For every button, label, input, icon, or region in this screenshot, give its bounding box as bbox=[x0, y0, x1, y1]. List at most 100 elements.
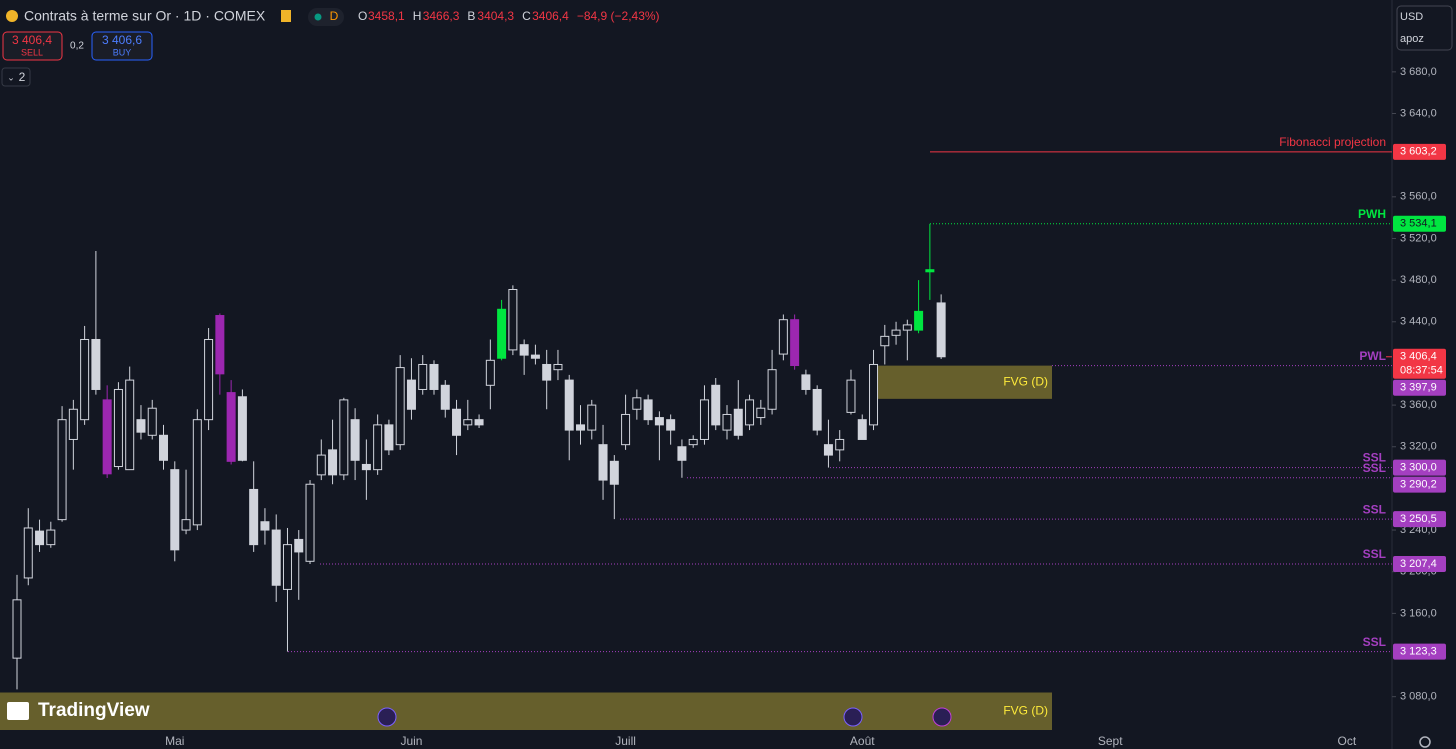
candle-body bbox=[395, 367, 405, 446]
ohlc-value: 3458,1 bbox=[368, 9, 405, 23]
symbol-icon bbox=[6, 10, 18, 22]
candle-body bbox=[508, 289, 518, 351]
candle-body bbox=[519, 344, 529, 356]
level-name: SSL bbox=[1363, 547, 1386, 561]
x-tick-label: Juill bbox=[615, 734, 636, 748]
candle-body bbox=[823, 444, 833, 456]
candle-body bbox=[530, 354, 540, 359]
candle-body bbox=[722, 413, 732, 431]
candle-body bbox=[440, 384, 450, 410]
candle-body bbox=[654, 417, 664, 426]
candle-body bbox=[621, 413, 631, 446]
candle-body bbox=[282, 544, 292, 590]
candle-body bbox=[925, 269, 935, 273]
candle-body bbox=[587, 404, 597, 431]
candle-body bbox=[102, 399, 112, 475]
x-tick-label: Oct bbox=[1338, 734, 1357, 748]
level-label: 3 207,4 bbox=[1400, 558, 1437, 570]
settings-icon[interactable] bbox=[1419, 736, 1431, 748]
ohlc-value: 3406,4 bbox=[532, 9, 569, 23]
candle-body bbox=[812, 388, 822, 431]
candle-body bbox=[902, 324, 912, 331]
candle-body bbox=[418, 363, 428, 390]
candle-body bbox=[745, 399, 755, 426]
candle-body bbox=[237, 396, 247, 461]
event-icon[interactable] bbox=[932, 707, 952, 727]
flag-icon bbox=[281, 10, 291, 22]
candle-body bbox=[147, 407, 157, 436]
candle-body bbox=[249, 488, 259, 546]
candle-body bbox=[46, 529, 56, 546]
candle-body bbox=[170, 469, 180, 551]
candle-body bbox=[23, 527, 33, 579]
y-tick-label: 3 560,0 bbox=[1400, 191, 1437, 203]
candle-body bbox=[316, 454, 326, 476]
level-box bbox=[1393, 459, 1446, 476]
x-tick-label: Juin bbox=[400, 734, 422, 748]
level-name: PWL bbox=[1359, 349, 1386, 363]
countdown: 08:37:54 bbox=[1400, 365, 1443, 377]
ohlc-key: H bbox=[413, 9, 422, 23]
level-name: PWH bbox=[1358, 207, 1386, 221]
candle-body bbox=[891, 329, 901, 336]
level-box bbox=[1393, 511, 1446, 528]
y-tick-label: 3 160,0 bbox=[1400, 607, 1437, 619]
candle-body bbox=[373, 424, 383, 471]
buy-button[interactable] bbox=[91, 31, 153, 61]
candle-body bbox=[711, 384, 721, 426]
candle-body bbox=[699, 399, 709, 440]
sell-button[interactable] bbox=[2, 31, 63, 61]
status-dot bbox=[314, 13, 322, 21]
y-tick-label: 3 320,0 bbox=[1400, 441, 1437, 453]
candle-body bbox=[384, 424, 394, 451]
level-name: SSL bbox=[1363, 502, 1386, 516]
x-tick-label: Août bbox=[850, 734, 875, 748]
y-tick-label: 3 520,0 bbox=[1400, 232, 1437, 244]
candle-body bbox=[350, 419, 360, 461]
price-box bbox=[1393, 348, 1446, 379]
level-label: 3 534,1 bbox=[1400, 218, 1437, 230]
currency-box[interactable] bbox=[1396, 5, 1453, 51]
candle-body bbox=[576, 424, 585, 431]
candle-body bbox=[914, 310, 924, 331]
status-pill bbox=[308, 8, 344, 26]
candle-body bbox=[91, 338, 101, 390]
ohlc-key: O bbox=[358, 9, 367, 23]
candle-body bbox=[452, 408, 462, 436]
y-tick-label: 3 080,0 bbox=[1400, 691, 1437, 703]
sell-label: SELL bbox=[21, 47, 43, 57]
level-name: SSL bbox=[1363, 461, 1386, 475]
level-label: 3 290,2 bbox=[1400, 478, 1437, 490]
price-label: 3 406,4 bbox=[1400, 351, 1437, 363]
candle-body bbox=[328, 449, 338, 476]
candle-body bbox=[57, 419, 67, 521]
candle-body bbox=[553, 363, 563, 371]
level-label: 3 250,5 bbox=[1400, 513, 1437, 525]
candle-body bbox=[204, 338, 214, 421]
candle-body bbox=[880, 335, 890, 347]
candle-body bbox=[790, 319, 800, 367]
y-tick-label: 3 680,0 bbox=[1400, 66, 1437, 78]
event-icon[interactable] bbox=[843, 707, 863, 727]
indicators-toggle[interactable] bbox=[1, 67, 31, 87]
level-label: 3 397,9 bbox=[1400, 382, 1437, 394]
candle-body bbox=[80, 338, 90, 421]
candle-body bbox=[835, 438, 845, 451]
ohlc-value: 3404,3 bbox=[477, 9, 514, 23]
candle-body bbox=[733, 408, 743, 436]
candle-body bbox=[361, 463, 371, 471]
level-box bbox=[1393, 215, 1446, 232]
level-label: 3 123,3 bbox=[1400, 645, 1437, 657]
fvg-zone bbox=[875, 365, 1052, 399]
candle-body bbox=[305, 483, 315, 562]
x-tick-label: Mai bbox=[165, 734, 184, 748]
candle-body bbox=[463, 419, 473, 426]
candle-body bbox=[857, 419, 867, 440]
ohlc-change: −84,9 (−2,43%) bbox=[577, 9, 660, 23]
event-icon[interactable] bbox=[377, 707, 397, 727]
chevron: ⌄ bbox=[7, 72, 15, 82]
ohlc-value: 3466,3 bbox=[423, 9, 460, 23]
